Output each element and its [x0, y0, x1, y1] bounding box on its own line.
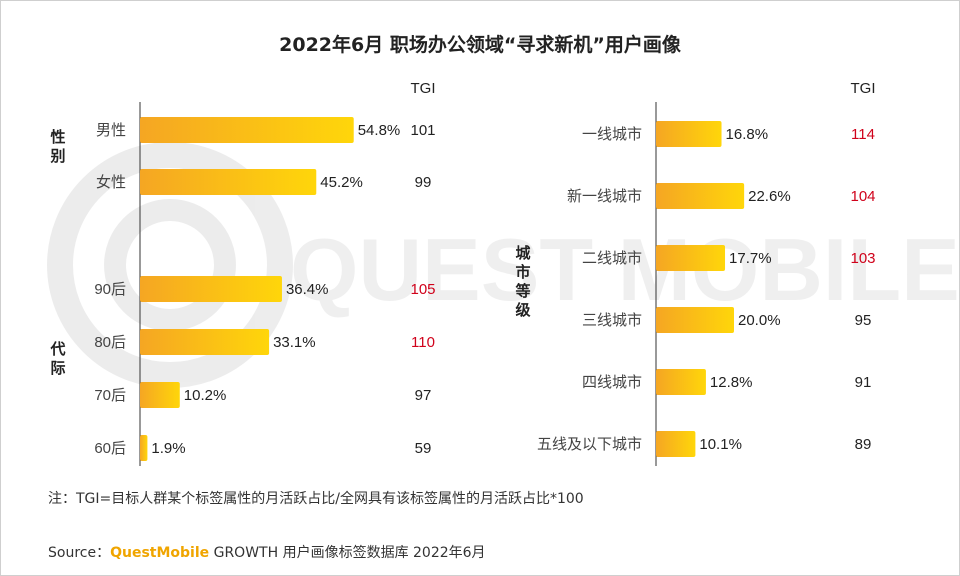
tgi-header: TGI: [411, 80, 436, 97]
category-label: 四线城市: [582, 374, 642, 391]
tgi-value: 114: [851, 126, 875, 143]
bar: [656, 307, 734, 333]
tgi-value: 110: [411, 334, 435, 351]
bar: [656, 369, 706, 395]
category-label: 女性: [96, 173, 126, 191]
category-label: 90后: [94, 281, 126, 298]
data-label: 33.1%: [273, 334, 316, 351]
bar: [140, 382, 180, 408]
tgi-value: 59: [415, 440, 432, 457]
tgi-value: 97: [415, 387, 432, 404]
data-label: 10.1%: [699, 436, 742, 453]
tgi-value: 104: [850, 188, 875, 205]
data-label: 45.2%: [320, 174, 363, 191]
category-label: 60后: [94, 440, 126, 457]
tgi-value: 105: [410, 281, 435, 298]
category-label: 80后: [94, 334, 126, 351]
bar: [656, 431, 696, 457]
bar: [140, 276, 282, 302]
source-brand: QuestMobile: [110, 545, 210, 561]
tgi-value: 91: [855, 374, 872, 391]
category-label: 男性: [96, 122, 126, 139]
group-label: 城市等级: [515, 244, 531, 319]
data-label: 36.4%: [286, 281, 329, 298]
bar: [140, 169, 317, 195]
category-label: 70后: [94, 387, 126, 404]
bar: [656, 121, 722, 147]
data-label: 12.8%: [710, 374, 753, 391]
group-label: 性别: [49, 128, 65, 165]
data-label: 10.2%: [184, 387, 227, 404]
tgi-value: 99: [415, 174, 432, 191]
category-label: 三线城市: [582, 312, 642, 329]
tgi-header: TGI: [851, 80, 876, 97]
footnote: 注：TGI=目标人群某个标签属性的月活跃占比/全网具有该标签属性的月活跃占比*1…: [48, 491, 584, 507]
bar: [140, 435, 148, 461]
data-label: 54.8%: [358, 122, 401, 139]
tgi-value: 89: [855, 436, 872, 453]
tgi-value: 103: [850, 250, 875, 267]
right-chart: TGI 一线城市 16.8% 114 新一线城市 22.6% 104 二线城市 17.7% 103…: [515, 80, 876, 466]
bar: [656, 245, 726, 271]
source-suffix: GROWTH 用户画像标签数据库 2022年6月: [209, 545, 486, 561]
data-label: 20.0%: [738, 312, 781, 329]
data-label: 16.8%: [726, 126, 769, 143]
category-label: 新一线城市: [567, 188, 642, 205]
category-label: 五线及以下城市: [537, 436, 642, 453]
bar: [656, 183, 745, 209]
left-chart: TGI 男性 54.8% 101 女性 45.2% 99 性别 90后 36.4% 105 80后 33…: [49, 80, 436, 466]
source-prefix: Source：: [48, 545, 111, 561]
category-label: 一线城市: [582, 126, 642, 143]
tgi-value: 101: [410, 122, 435, 139]
bar: [140, 117, 354, 143]
group-label: 代际: [49, 340, 65, 377]
chart-title: 2022年6月 职场办公领域“寻求新机”用户画像: [279, 34, 681, 56]
source-line: Source：QuestMobile GROWTH 用户画像标签数据库 2022…: [48, 542, 486, 562]
data-label: 22.6%: [748, 188, 791, 205]
bar: [140, 329, 270, 355]
data-label: 17.7%: [729, 250, 772, 267]
category-label: 二线城市: [582, 250, 642, 267]
tgi-value: 95: [855, 312, 872, 329]
data-label: 1.9%: [151, 440, 185, 457]
